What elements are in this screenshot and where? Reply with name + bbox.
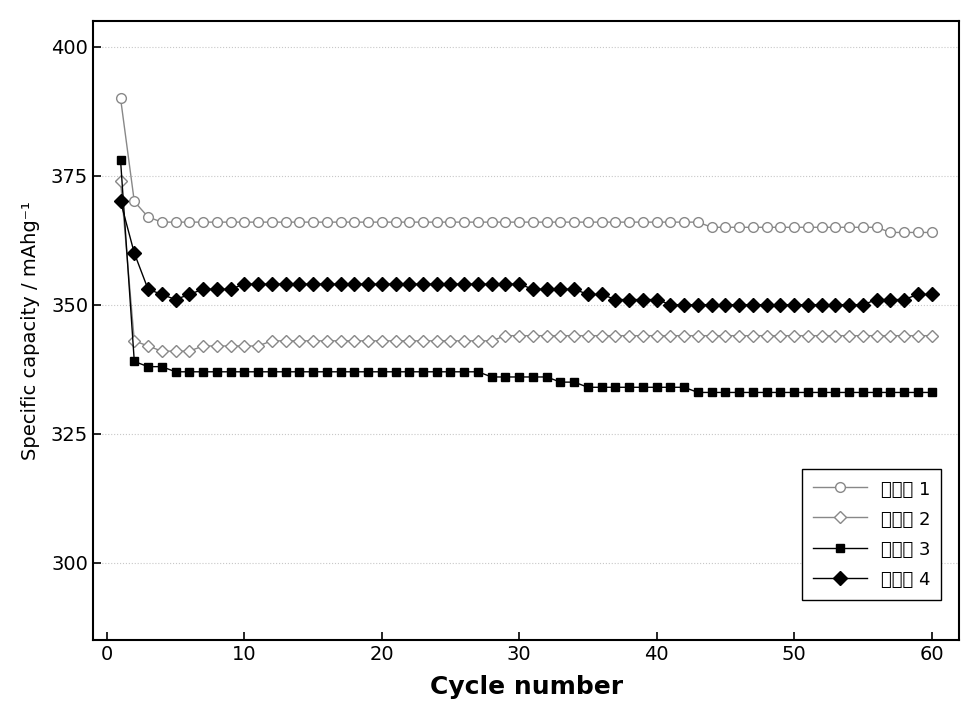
实施例 2 bbox=[266, 336, 277, 345]
实施例 1 bbox=[376, 218, 388, 227]
实施例 3 bbox=[390, 367, 402, 376]
实施例 1 bbox=[926, 228, 938, 237]
实施例 4 bbox=[664, 300, 676, 309]
实施例 4 bbox=[115, 197, 126, 206]
实施例 4 bbox=[623, 295, 635, 304]
Line: 实施例 3: 实施例 3 bbox=[117, 156, 936, 397]
X-axis label: Cycle number: Cycle number bbox=[429, 675, 622, 699]
实施例 2 bbox=[404, 336, 416, 345]
实施例 1 bbox=[320, 218, 332, 227]
实施例 3 bbox=[320, 367, 332, 376]
实施例 2 bbox=[926, 331, 938, 340]
实施例 2 bbox=[334, 336, 346, 345]
实施例 3 bbox=[115, 156, 126, 164]
实施例 1 bbox=[115, 94, 126, 102]
实施例 3 bbox=[376, 367, 388, 376]
Line: 实施例 1: 实施例 1 bbox=[116, 94, 937, 238]
实施例 2 bbox=[156, 347, 168, 356]
实施例 1 bbox=[390, 218, 402, 227]
Line: 实施例 4: 实施例 4 bbox=[116, 197, 937, 310]
实施例 2 bbox=[637, 331, 649, 340]
实施例 3 bbox=[692, 388, 704, 397]
实施例 2 bbox=[115, 176, 126, 185]
实施例 3 bbox=[926, 388, 938, 397]
实施例 3 bbox=[348, 367, 360, 376]
Y-axis label: Specific capacity / mAhg⁻¹: Specific capacity / mAhg⁻¹ bbox=[21, 201, 40, 460]
实施例 4 bbox=[390, 280, 402, 289]
实施例 1 bbox=[623, 218, 635, 227]
Line: 实施例 2: 实施例 2 bbox=[117, 176, 936, 356]
实施例 4 bbox=[348, 280, 360, 289]
实施例 2 bbox=[363, 336, 374, 345]
实施例 4 bbox=[252, 280, 264, 289]
实施例 3 bbox=[252, 367, 264, 376]
实施例 4 bbox=[926, 290, 938, 299]
实施例 1 bbox=[252, 218, 264, 227]
实施例 3 bbox=[623, 383, 635, 392]
实施例 1 bbox=[885, 228, 897, 237]
实施例 4 bbox=[320, 280, 332, 289]
Legend: 实施例 1, 实施例 2, 实施例 3, 实施例 4: 实施例 1, 实施例 2, 实施例 3, 实施例 4 bbox=[802, 469, 942, 600]
实施例 1 bbox=[348, 218, 360, 227]
实施例 2 bbox=[390, 336, 402, 345]
实施例 4 bbox=[376, 280, 388, 289]
